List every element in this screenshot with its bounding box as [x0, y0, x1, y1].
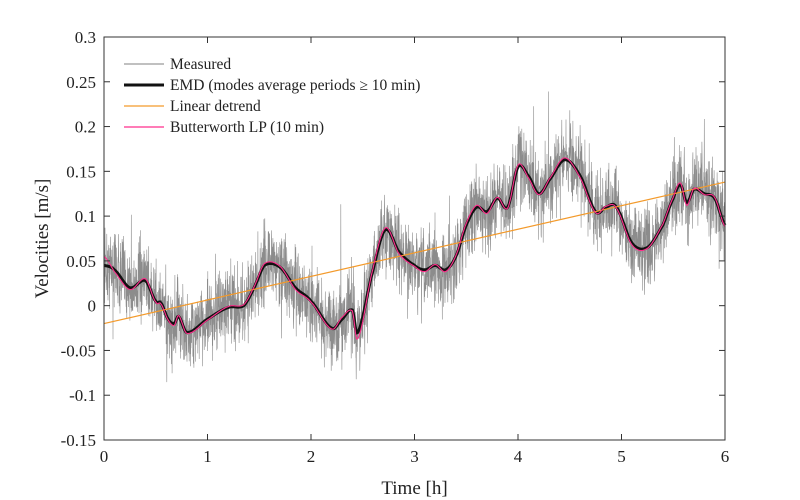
y-tick-label: 0.15	[66, 162, 96, 181]
x-axis-label: Time [h]	[381, 478, 447, 499]
x-tick-label: 1	[203, 447, 212, 466]
y-tick-label: 0.25	[66, 73, 96, 92]
x-tick-label: 5	[617, 447, 626, 466]
y-tick-label: -0.15	[61, 431, 96, 450]
legend-label: EMD (modes average periods ≥ 10 min)	[170, 77, 420, 94]
x-tick-label: 0	[100, 447, 109, 466]
y-tick-label: 0.3	[75, 28, 96, 47]
legend-label: Measured	[170, 56, 231, 73]
y-tick-label: 0.1	[75, 207, 96, 226]
x-tick-label: 3	[410, 447, 419, 466]
y-tick-label: -0.05	[61, 341, 96, 360]
legend-label: Butterworth LP (10 min)	[170, 119, 324, 136]
y-tick-label: -0.1	[69, 386, 96, 405]
y-axis-label: Velocities [m/s]	[32, 179, 53, 299]
filtered-series	[103, 157, 727, 340]
y-tick-label: 0.05	[66, 252, 96, 271]
x-tick-label: 4	[514, 447, 523, 466]
y-tick-label: 0	[88, 297, 97, 316]
x-tick-label: 2	[307, 447, 316, 466]
axis-ticks: 0 1 2 3 4 5 6 -0.15 -0.1 -0.05 0 0.05 0.1 0.15 0.2 0.25…	[61, 28, 730, 466]
y-tick-label: 0.2	[75, 118, 96, 137]
legend-label: Linear detrend	[170, 98, 261, 115]
butterworth-line	[103, 157, 726, 340]
x-tick-label: 6	[721, 447, 730, 466]
linear-detrend-line	[103, 181, 726, 325]
legend: Measured EMD (modes average periods ≥ 10 …	[124, 56, 420, 136]
